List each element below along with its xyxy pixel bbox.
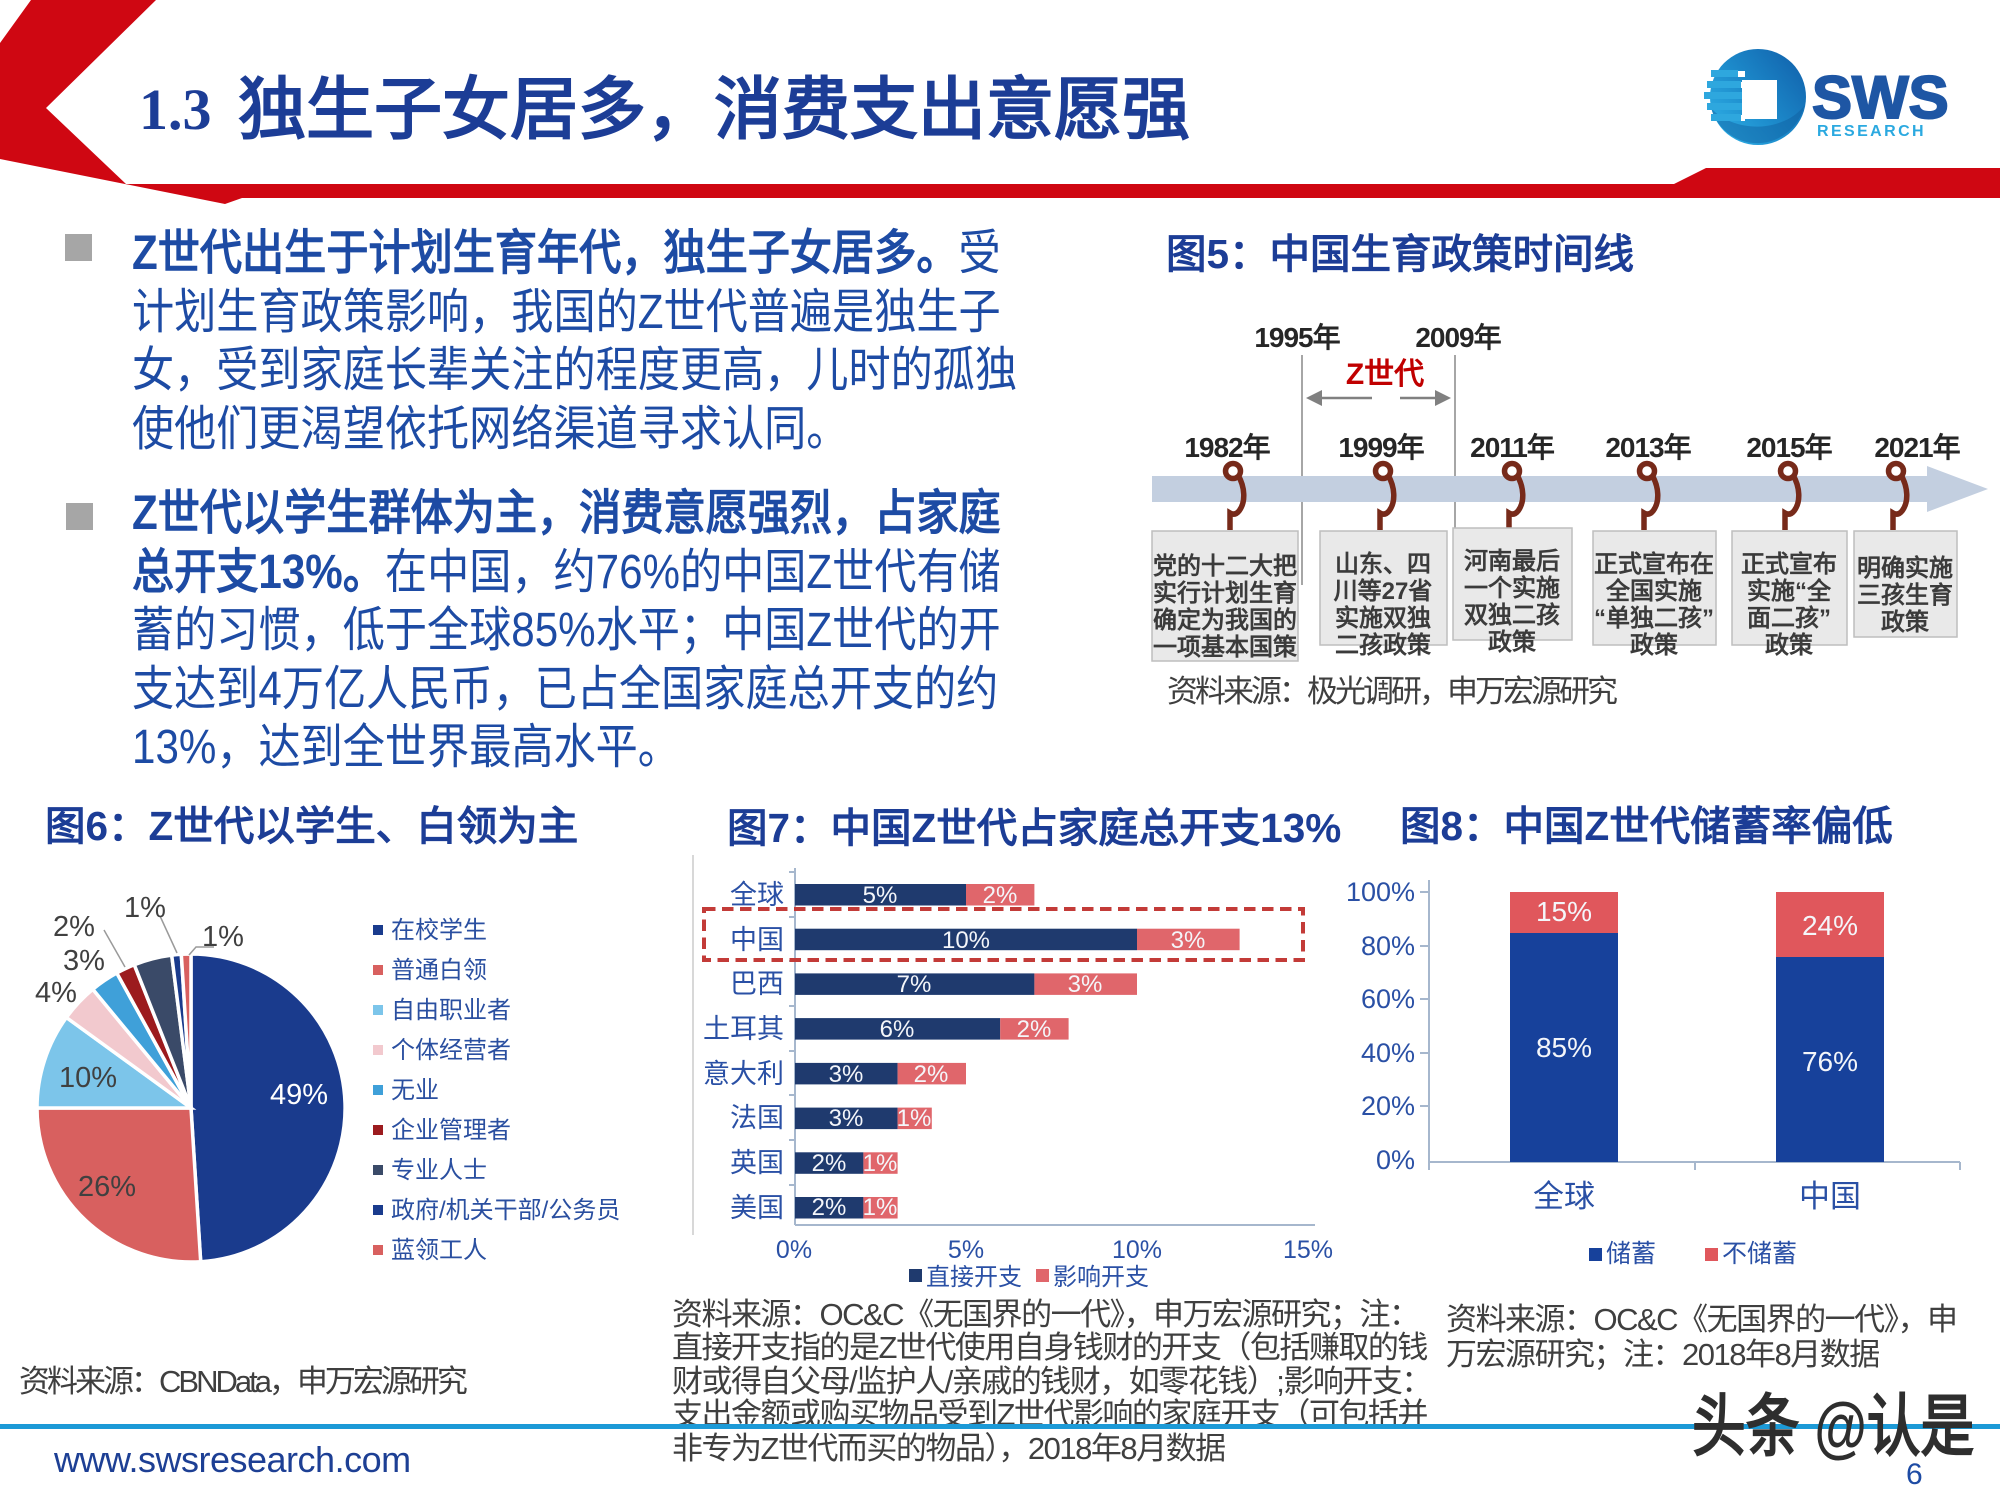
svg-text:15%: 15%	[1283, 1236, 1333, 1264]
svg-text:2021年: 2021年	[1874, 431, 1960, 463]
svg-text:85%: 85%	[1536, 1032, 1592, 1063]
svg-text:10%: 10%	[942, 927, 990, 954]
svg-text:100%: 100%	[1346, 877, 1415, 907]
svg-text:1%: 1%	[897, 1105, 932, 1132]
svg-text:3%: 3%	[829, 1061, 864, 1088]
svg-text:10%: 10%	[1112, 1236, 1162, 1264]
svg-text:政策: 政策	[1881, 608, 1930, 636]
svg-text:专业人士: 专业人士	[391, 1157, 487, 1184]
svg-text:实行计划生育: 实行计划生育	[1153, 579, 1297, 607]
svg-text:7%: 7%	[897, 971, 932, 998]
svg-text:直接开支: 直接开支	[926, 1264, 1022, 1291]
svg-text:1999年: 1999年	[1338, 431, 1424, 463]
svg-text:2013年: 2013年	[1605, 431, 1691, 463]
svg-text:0%: 0%	[1376, 1145, 1415, 1175]
svg-text:2%: 2%	[914, 1061, 949, 1088]
svg-text:1%: 1%	[202, 921, 244, 953]
svg-text:26%: 26%	[78, 1171, 136, 1203]
svg-text:2011年: 2011年	[1470, 431, 1555, 463]
svg-text:全球: 全球	[730, 880, 784, 910]
svg-text:76%: 76%	[1802, 1046, 1858, 1077]
svg-text:实施双独: 实施双独	[1335, 604, 1431, 632]
svg-text:美国: 美国	[730, 1193, 784, 1223]
svg-text:实施“全: 实施“全	[1747, 577, 1832, 605]
svg-text:10%: 10%	[59, 1062, 117, 1094]
svg-text:2%: 2%	[1017, 1016, 1052, 1043]
svg-text:山东、四: 山东、四	[1335, 550, 1431, 578]
svg-text:2%: 2%	[812, 1194, 847, 1221]
svg-text:SWS: SWS	[1812, 64, 1949, 131]
svg-text:政策: 政策	[1630, 631, 1679, 659]
svg-text:15%: 15%	[1536, 896, 1592, 927]
svg-text:自由职业者: 自由职业者	[391, 997, 511, 1024]
svg-text:5%: 5%	[948, 1236, 984, 1264]
svg-text:三孩生育: 三孩生育	[1857, 581, 1953, 609]
svg-text:不储蓄: 不储蓄	[1722, 1240, 1797, 1268]
svg-text:RESEARCH: RESEARCH	[1817, 123, 1926, 140]
svg-text:普通白领: 普通白领	[391, 957, 487, 984]
svg-text:2%: 2%	[983, 882, 1018, 909]
svg-text:巴西: 巴西	[730, 969, 784, 999]
svg-text:面二孩”: 面二孩”	[1747, 604, 1831, 632]
svg-text:6%: 6%	[880, 1016, 915, 1043]
svg-text:企业管理者: 企业管理者	[391, 1117, 511, 1144]
svg-text:双独二孩: 双独二孩	[1464, 601, 1560, 629]
svg-text:1995年: 1995年	[1254, 321, 1340, 353]
svg-text:2%: 2%	[812, 1150, 847, 1177]
svg-text:无业: 无业	[391, 1077, 439, 1104]
svg-text:在校学生: 在校学生	[391, 917, 487, 944]
svg-text:明确实施: 明确实施	[1857, 554, 1953, 582]
svg-text:法国: 法国	[730, 1103, 784, 1133]
svg-text:储蓄: 储蓄	[1606, 1240, 1656, 1268]
svg-text:“单独二孩”: “单独二孩”	[1594, 604, 1714, 632]
svg-text:3%: 3%	[63, 945, 105, 977]
svg-text:影响开支: 影响开支	[1053, 1264, 1149, 1291]
svg-text:1982年: 1982年	[1184, 431, 1270, 463]
svg-text:2%: 2%	[53, 911, 95, 943]
svg-text:2009年: 2009年	[1415, 321, 1501, 353]
svg-text:政府/机关干部/公务员: 政府/机关干部/公务员	[391, 1197, 620, 1224]
svg-text:个体经营者: 个体经营者	[391, 1037, 511, 1064]
svg-text:中国: 中国	[1799, 1179, 1861, 1214]
svg-text:40%: 40%	[1361, 1038, 1415, 1068]
svg-text:3%: 3%	[1171, 927, 1206, 954]
svg-text:一个实施: 一个实施	[1464, 574, 1560, 602]
svg-text:土耳其: 土耳其	[703, 1014, 784, 1044]
svg-text:政策: 政策	[1765, 631, 1814, 659]
svg-text:全球: 全球	[1533, 1179, 1595, 1214]
svg-text:1%: 1%	[863, 1150, 898, 1177]
svg-text:60%: 60%	[1361, 984, 1415, 1014]
svg-text:河南最后: 河南最后	[1464, 548, 1560, 575]
svg-text:80%: 80%	[1361, 931, 1415, 961]
svg-text:中国: 中国	[730, 925, 784, 955]
svg-text:1%: 1%	[124, 892, 166, 924]
svg-text:3%: 3%	[829, 1105, 864, 1132]
svg-text:24%: 24%	[1802, 910, 1858, 941]
svg-text:全国实施: 全国实施	[1605, 577, 1702, 605]
svg-text:一项基本国策: 一项基本国策	[1153, 633, 1298, 661]
svg-text:正式宣布: 正式宣布	[1741, 550, 1837, 578]
svg-text:正式宣布在: 正式宣布在	[1594, 550, 1714, 578]
svg-text:1%: 1%	[863, 1194, 898, 1221]
svg-text:政策: 政策	[1488, 628, 1537, 656]
svg-text:蓝领工人: 蓝领工人	[391, 1237, 487, 1264]
svg-text:Z世代: Z世代	[1346, 358, 1424, 391]
svg-text:英国: 英国	[730, 1148, 784, 1178]
svg-text:4%: 4%	[35, 977, 77, 1009]
svg-text:二孩政策: 二孩政策	[1335, 631, 1432, 659]
svg-text:党的十二大把: 党的十二大把	[1153, 552, 1297, 580]
svg-text:49%: 49%	[270, 1079, 328, 1111]
svg-text:川等27省: 川等27省	[1334, 577, 1433, 605]
svg-text:2015年: 2015年	[1746, 431, 1832, 463]
svg-text:5%: 5%	[863, 882, 898, 909]
svg-text:0%: 0%	[776, 1236, 812, 1264]
svg-text:3%: 3%	[1068, 971, 1103, 998]
svg-text:确定为我国的: 确定为我国的	[1153, 606, 1297, 634]
svg-text:意大利: 意大利	[703, 1059, 784, 1089]
svg-text:20%: 20%	[1361, 1091, 1415, 1121]
